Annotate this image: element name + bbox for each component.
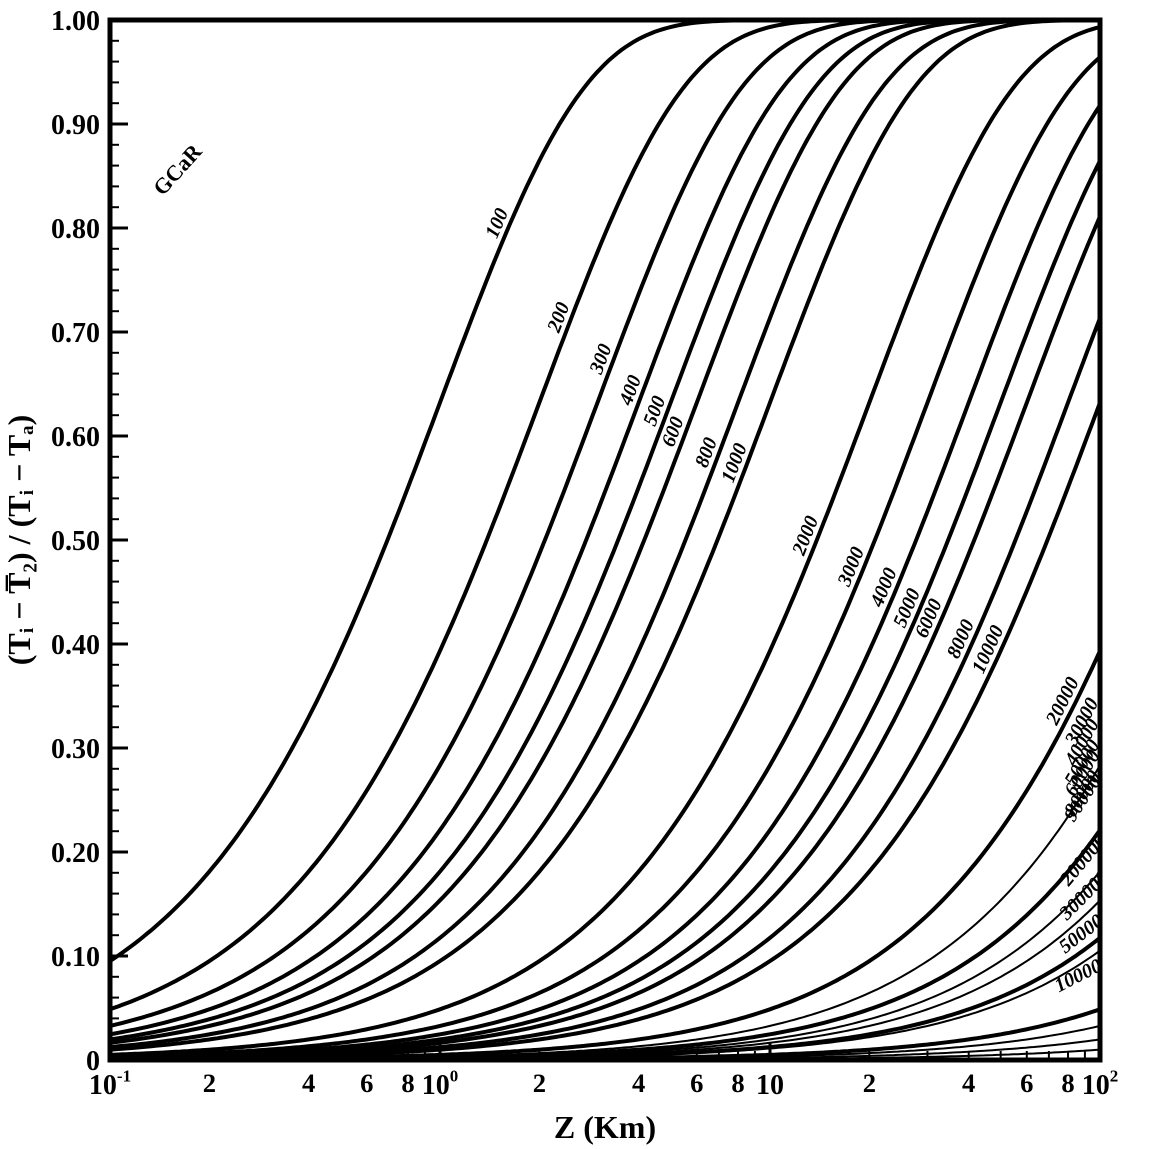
y-tick-label: 0.40: [51, 630, 100, 661]
x-tick-label: 8: [731, 1068, 744, 1098]
curve: [110, 20, 1100, 1009]
y-tick-label: 0.20: [51, 838, 100, 869]
x-tick-label: 10-1: [89, 1066, 131, 1101]
x-tick-label: 10: [756, 1070, 784, 1101]
curve-label: 400: [615, 372, 646, 409]
curve: [110, 318, 1100, 1059]
param-header: GCaR: [148, 138, 207, 200]
y-tick-label: 1.00: [51, 6, 100, 37]
chart-svg: 00.100.200.300.400.500.600.700.800.901.0…: [0, 0, 1149, 1149]
x-tick-label: 8: [401, 1068, 414, 1098]
y-axis-label: (Tᵢ − T̅₂) / (Tᵢ − Tₐ): [1, 415, 37, 665]
curve-label: 300: [585, 341, 617, 378]
x-tick-label: 2: [863, 1068, 876, 1098]
x-tick-label: 4: [302, 1068, 315, 1098]
y-tick-label: 0.50: [51, 526, 100, 557]
y-tick-label: 0.30: [51, 734, 100, 765]
y-tick-label: 0.80: [51, 214, 100, 245]
x-tick-label: 2: [203, 1068, 216, 1098]
y-tick-label: 0.90: [51, 110, 100, 141]
chart-container: 00.100.200.300.400.500.600.700.800.901.0…: [0, 0, 1149, 1149]
curve-label: 800: [691, 435, 722, 471]
curve: [110, 105, 1100, 1057]
curve: [110, 403, 1100, 1059]
x-tick-label: 2: [533, 1068, 546, 1098]
x-axis-label: Z (Km): [554, 1109, 656, 1145]
x-tick-label: 102: [1082, 1066, 1119, 1101]
curve-label: 1000000: [1051, 946, 1123, 997]
x-tick-label: 6: [690, 1068, 703, 1098]
curve-label: 200: [543, 299, 575, 336]
x-tick-label: 8: [1061, 1068, 1074, 1098]
x-tick-label: 100: [422, 1066, 459, 1101]
curves-group: [110, 20, 1100, 1060]
curve: [110, 27, 1100, 1055]
y-tick-label: 0.10: [51, 942, 100, 973]
curve-label: 100: [481, 205, 513, 241]
x-tick-label: 6: [1020, 1068, 1033, 1098]
curve-labels: 1002003004005006008001000200030004000500…: [148, 138, 1123, 997]
y-tick-label: 0.60: [51, 422, 100, 453]
x-tick-label: 4: [962, 1068, 975, 1098]
x-tick-label: 6: [360, 1068, 373, 1098]
x-tick-label: 4: [632, 1068, 645, 1098]
y-tick-label: 0.70: [51, 318, 100, 349]
curve: [110, 20, 1100, 1026]
